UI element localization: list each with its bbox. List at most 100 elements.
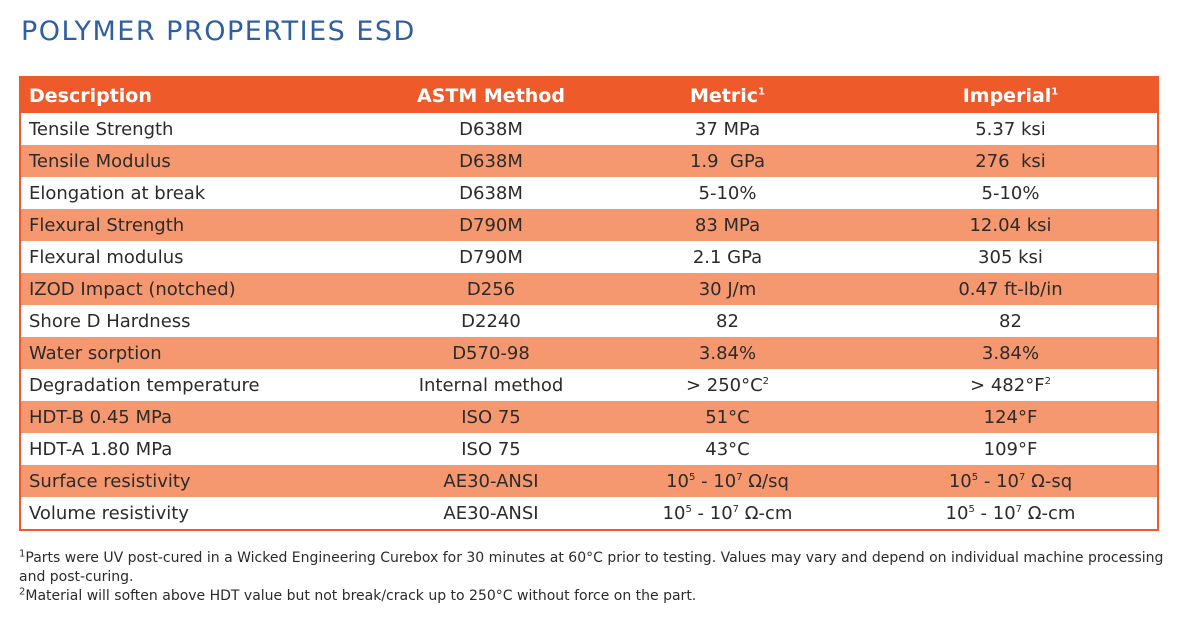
cell-method: D2240 xyxy=(461,310,521,332)
exponent: 5 xyxy=(968,503,975,515)
value-part: 10 xyxy=(948,470,972,492)
table-row: Surface resistivity AE30-ANSI 105 - 107 … xyxy=(21,465,1157,497)
table-row: Water sorption D570-98 3.84% 3.84% xyxy=(21,337,1157,369)
cell-method: ISO 75 xyxy=(391,401,591,433)
cell-imperial: 3.84% xyxy=(864,337,1157,369)
header-method: ASTM Method xyxy=(391,78,591,113)
cell-metric: 1.9 GPa xyxy=(591,145,864,177)
exponent: 7 xyxy=(1018,471,1026,483)
exponent: 5 xyxy=(688,471,696,483)
cell-method: D638M xyxy=(391,145,591,177)
table-row: Volume resistivity AE30-ANSI 105 - 107 Ω… xyxy=(21,497,1157,529)
table-row: Tensile Strength D638M 37 MPa 5.37 ksi xyxy=(21,113,1157,145)
cell-metric: 43°C xyxy=(705,438,750,460)
cell-method: ISO 75 xyxy=(461,438,521,460)
exponent: 5 xyxy=(971,471,979,483)
footnote-marker: 1 xyxy=(1051,86,1059,98)
cell-description: Volume resistivity xyxy=(29,502,189,524)
value-part: - 10 xyxy=(978,470,1019,492)
footnote-marker: 2 xyxy=(19,586,26,598)
footnote-marker: 2 xyxy=(762,375,770,387)
cell-method: Internal method xyxy=(418,374,564,396)
cell-description: Surface resistivity xyxy=(21,465,391,497)
exponent: 7 xyxy=(1015,503,1023,515)
cell-metric: 105 - 107 Ω-cm xyxy=(591,497,864,529)
value-part: - 10 xyxy=(691,502,733,524)
cell-description: Tensile Modulus xyxy=(21,145,391,177)
page-title: POLYMER PROPERTIES ESD xyxy=(21,16,416,47)
cell-metric: 3.84% xyxy=(591,337,864,369)
table-row: HDT-B 0.45 MPa ISO 75 51°C 124°F xyxy=(21,401,1157,433)
table-row: Degradation temperature Internal method … xyxy=(21,369,1157,401)
cell-imperial: 124°F xyxy=(864,401,1157,433)
cell-metric: 82 xyxy=(716,310,739,332)
exponent: 5 xyxy=(685,503,692,515)
value-part: - 10 xyxy=(974,502,1016,524)
cell-description: Elongation at break xyxy=(29,182,206,204)
cell-imperial: 5.37 ksi xyxy=(975,118,1046,140)
value-unit: Ω/sq xyxy=(742,470,789,492)
table-row: Shore D Hardness D2240 82 82 xyxy=(21,305,1157,337)
cell-description: Tensile Strength xyxy=(29,118,174,140)
cell-method: D638M xyxy=(459,118,523,140)
cell-imperial: > 482°F2 xyxy=(864,369,1157,401)
table-row: IZOD Impact (notched) D256 30 J/m 0.47 f… xyxy=(21,273,1157,305)
cell-method: D790M xyxy=(391,209,591,241)
cell-method: AE30-ANSI xyxy=(443,502,539,524)
cell-metric: 2.1 GPa xyxy=(692,246,763,268)
cell-description: Shore D Hardness xyxy=(29,310,191,332)
cell-imperial: 105 - 107 Ω-sq xyxy=(864,465,1157,497)
cell-description: HDT-B 0.45 MPa xyxy=(21,401,391,433)
value-part: 10 xyxy=(945,502,969,524)
cell-imperial: 109°F xyxy=(983,438,1038,460)
header-metric-label: Metric xyxy=(690,84,759,107)
cell-metric: > 250°C2 xyxy=(591,369,864,401)
footnote-2: 2Material will soften above HDT value bu… xyxy=(19,587,1169,606)
properties-table: Description ASTM Method Metric1 Imperial… xyxy=(19,76,1159,531)
cell-description: Degradation temperature xyxy=(29,374,260,396)
cell-metric: 5-10% xyxy=(698,182,757,204)
cell-method: D256 xyxy=(391,273,591,305)
table-row: Flexural modulus D790M 2.1 GPa 305 ksi xyxy=(21,241,1157,273)
cell-imperial: 305 ksi xyxy=(978,246,1043,268)
header-imperial: Imperial1 xyxy=(864,78,1157,113)
cell-description: HDT-A 1.80 MPa xyxy=(29,438,173,460)
cell-method: AE30-ANSI xyxy=(391,465,591,497)
footnotes: 1Parts were UV post-cured in a Wicked En… xyxy=(19,549,1169,606)
cell-imperial: 105 - 107 Ω-cm xyxy=(864,497,1157,529)
footnote-text: Material will soften above HDT value but… xyxy=(25,588,697,604)
exponent: 7 xyxy=(736,471,743,483)
cell-imperial: 0.47 ft-lb/in xyxy=(864,273,1157,305)
cell-metric: 83 MPa xyxy=(591,209,864,241)
value-unit: Ω-cm xyxy=(739,502,793,524)
table-row: HDT-A 1.80 MPa ISO 75 43°C 109°F xyxy=(21,433,1157,465)
cell-imperial: 82 xyxy=(999,310,1022,332)
footnote-1: 1Parts were UV post-cured in a Wicked En… xyxy=(19,549,1169,587)
cell-metric: 37 MPa xyxy=(694,118,761,140)
footnote-marker: 1 xyxy=(758,86,765,98)
cell-metric: 51°C xyxy=(591,401,864,433)
footnote-text: Parts were UV post-cured in a Wicked Eng… xyxy=(19,550,1164,585)
cell-metric: 30 J/m xyxy=(591,273,864,305)
table-row: Elongation at break D638M 5-10% 5-10% xyxy=(21,177,1157,209)
cell-metric-value: > 250°C xyxy=(685,374,763,396)
value-unit: Ω-sq xyxy=(1025,470,1073,492)
value-part: - 10 xyxy=(695,470,737,492)
value-unit: Ω-cm xyxy=(1022,502,1076,524)
exponent: 7 xyxy=(732,503,740,515)
cell-method: D638M xyxy=(459,182,523,204)
cell-description: IZOD Impact (notched) xyxy=(21,273,391,305)
header-metric: Metric1 xyxy=(591,78,864,113)
value-part: 10 xyxy=(662,502,686,524)
table-row: Tensile Modulus D638M 1.9 GPa 276 ksi xyxy=(21,145,1157,177)
cell-description: Flexural Strength xyxy=(21,209,391,241)
footnote-marker: 2 xyxy=(1044,375,1051,387)
cell-method: D790M xyxy=(459,246,523,268)
table-header-row: Description ASTM Method Metric1 Imperial… xyxy=(21,78,1157,113)
cell-metric: 105 - 107 Ω/sq xyxy=(591,465,864,497)
table-row: Flexural Strength D790M 83 MPa 12.04 ksi xyxy=(21,209,1157,241)
header-description: Description xyxy=(21,78,391,113)
cell-imperial: 12.04 ksi xyxy=(864,209,1157,241)
header-imperial-label: Imperial xyxy=(962,84,1052,107)
cell-description: Water sorption xyxy=(21,337,391,369)
